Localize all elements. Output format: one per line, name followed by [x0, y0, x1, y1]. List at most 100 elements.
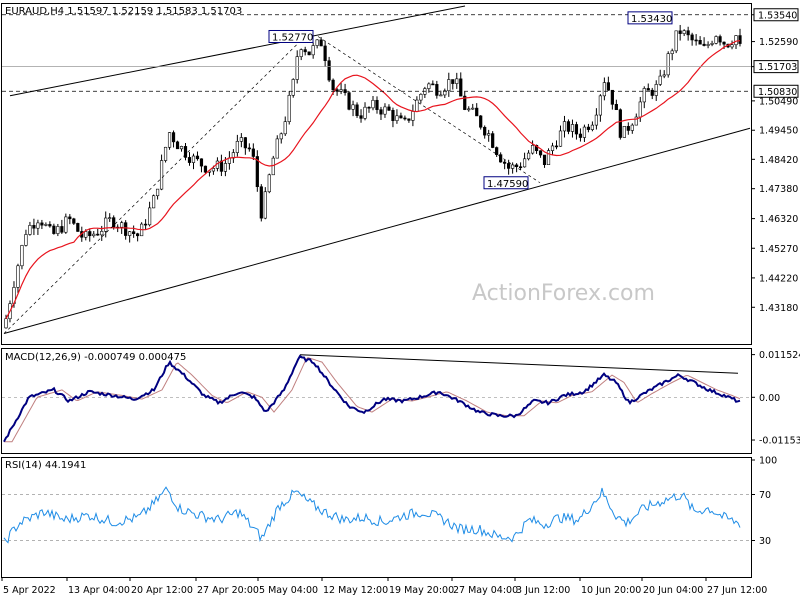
candle-body [714, 36, 718, 44]
x-tick-label: 13 Apr 04:00 [68, 585, 130, 596]
price-tag-label: 1.51703 [758, 62, 797, 73]
candle-body [395, 115, 399, 121]
candle-body [582, 126, 587, 138]
candle-body [550, 145, 555, 151]
candle-body [654, 84, 658, 96]
candle-body [718, 36, 722, 43]
candle-body [379, 109, 383, 115]
candle-body [439, 94, 443, 97]
macd-y-tick-label: -0.011537 [759, 436, 800, 447]
candle-body [195, 155, 200, 160]
candle-body [351, 104, 355, 110]
price-tag-box [753, 60, 799, 74]
candle-body [239, 137, 243, 142]
candle-body [650, 89, 654, 96]
candle-body [347, 92, 351, 110]
annotation-label: 1.47590 [487, 179, 528, 190]
price-plot: 1.52770 1.53430 1.47590 [2, 5, 751, 335]
candle-body [40, 222, 44, 226]
watermark: ActionForex.com [472, 281, 655, 306]
candle-body [179, 146, 184, 150]
candle-body [710, 43, 714, 45]
x-tick-label: 19 May 20:00 [389, 585, 454, 596]
candle-body [511, 164, 515, 169]
candle-body [100, 231, 104, 236]
candle-body [427, 83, 431, 89]
candle-body [443, 90, 447, 96]
candle-body [734, 35, 738, 46]
x-tick-label: 5 May 04:00 [259, 585, 318, 596]
candle-body [546, 150, 551, 166]
candle-body [64, 216, 68, 233]
candle-body [562, 121, 567, 132]
price-title: EURAUD,H4 1.51597 1.52159 1.51583 1.5170… [5, 6, 242, 17]
candle-body [554, 145, 559, 148]
candle-body [335, 89, 339, 92]
candle-body [590, 124, 595, 130]
candle-body [96, 233, 100, 236]
candle-body [411, 111, 415, 121]
macd-plot [2, 354, 751, 443]
candle-body [522, 158, 527, 168]
y-tick-label: 1.46320 [759, 214, 798, 225]
y-tick-label: 1.48420 [759, 155, 798, 166]
candle-body [463, 95, 467, 110]
candle-body [291, 79, 295, 96]
candle-body [706, 44, 710, 46]
candle-body [391, 110, 395, 121]
candle-body [171, 132, 176, 143]
candle-body [479, 115, 483, 128]
x-tick-label: 27 May 04:00 [453, 585, 518, 596]
candle-body [578, 133, 583, 138]
candle-body [211, 168, 216, 172]
candle-body [128, 231, 132, 236]
candle-body [674, 30, 678, 52]
candle-body [363, 106, 367, 119]
candle-body [104, 217, 108, 232]
candle-body [88, 231, 92, 237]
rsi-y-tick-label: 100 [759, 456, 777, 467]
candle-body [606, 82, 610, 91]
x-tick-label: 20 Jun 04:00 [643, 585, 703, 596]
candle-body [112, 217, 116, 228]
candle-body [187, 157, 192, 163]
macd-panel [1, 348, 752, 454]
candle-body [203, 165, 208, 173]
candle-body [602, 82, 606, 97]
candle-body [191, 155, 196, 163]
price-tag-box [753, 84, 799, 98]
x-tick-label: 27 Jun 12:00 [707, 585, 767, 596]
candle-body [622, 126, 626, 138]
candle-body [530, 145, 535, 154]
candle-body [594, 114, 598, 126]
candle-body [459, 78, 463, 97]
x-tick-label: 27 Apr 20:00 [197, 585, 259, 596]
annotation-box [483, 176, 529, 190]
macd-line [3, 354, 741, 443]
annotation-box [627, 11, 673, 25]
candle-body [534, 145, 539, 152]
candle-body [538, 150, 543, 156]
candle-body [28, 225, 32, 235]
candle-body [694, 39, 698, 42]
candle-body [148, 207, 152, 226]
candle-body [163, 146, 168, 161]
lower-channel-line [3, 127, 751, 335]
candle-body [435, 84, 439, 96]
candle-body [255, 156, 259, 188]
y-tick-label: 1.43180 [759, 303, 798, 314]
candle-body [483, 126, 487, 136]
annotation-label: 1.52770 [272, 32, 313, 43]
candle-body [355, 104, 359, 116]
candle-body [666, 53, 670, 76]
candle-body [646, 88, 650, 91]
x-tick-label: 12 May 12:00 [323, 585, 388, 596]
candle-body [399, 115, 403, 119]
candle-body [120, 222, 124, 228]
candle-body [307, 51, 311, 56]
macd-divergence-line [299, 354, 739, 374]
candle-body [319, 39, 323, 47]
candle-body [447, 79, 451, 92]
candle-body [24, 234, 28, 246]
